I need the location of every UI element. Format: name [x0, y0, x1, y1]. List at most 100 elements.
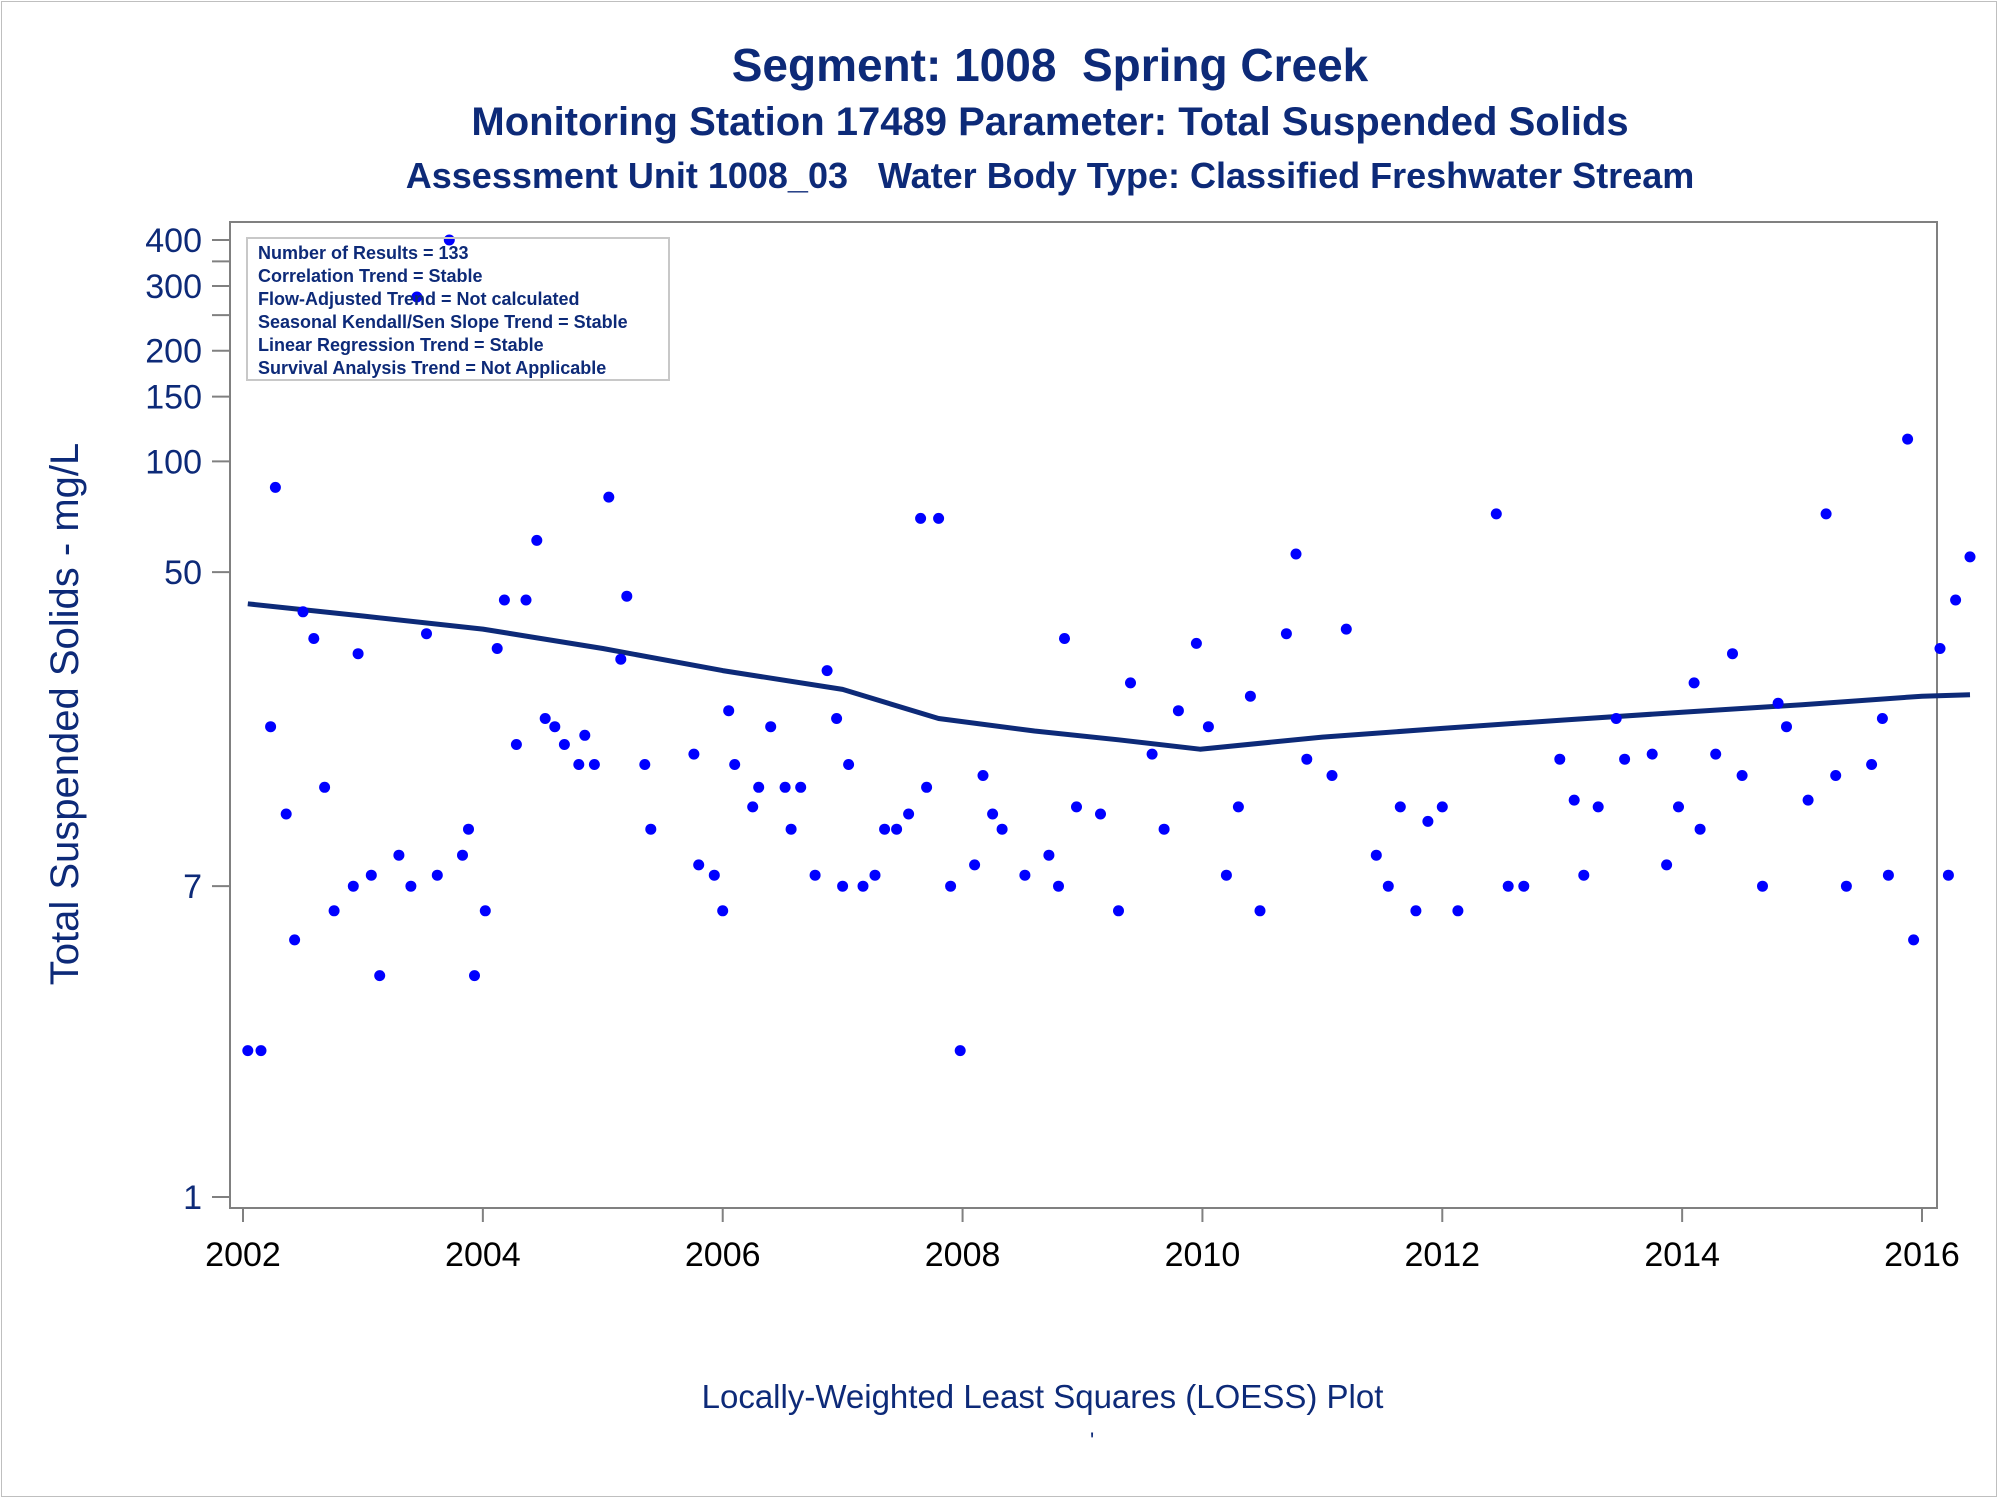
- data-point-12: [352, 648, 364, 660]
- data-point-45: [723, 705, 735, 717]
- data-point-71: [996, 823, 1008, 835]
- data-point-108: [1610, 713, 1622, 724]
- data-point-82: [1172, 705, 1184, 717]
- data-point-43: [708, 869, 720, 881]
- y-tick-label-1: 1: [183, 1179, 202, 1217]
- data-point-38: [621, 590, 633, 602]
- x-tick-label-2008: 2008: [925, 1236, 1001, 1274]
- data-point-69: [977, 770, 989, 781]
- data-point-65: [933, 512, 945, 524]
- data-point-23: [469, 970, 480, 982]
- data-point-3: [265, 721, 277, 733]
- data-point-68: [969, 859, 981, 871]
- footnote-mark: ': [1090, 1428, 1095, 1453]
- y-tick-label-7: 7: [183, 868, 202, 906]
- data-point-46: [729, 759, 741, 770]
- data-point-85: [1220, 869, 1232, 881]
- data-point-92: [1326, 770, 1338, 781]
- data-point-132: [1950, 594, 1962, 606]
- data-point-94: [1370, 849, 1382, 861]
- x-tick-label-2010: 2010: [1165, 1236, 1241, 1274]
- data-point-101: [1490, 508, 1502, 520]
- trend-statistics-box: Number of Results = 133 Correlation Trend…: [246, 237, 670, 381]
- data-point-41: [688, 748, 700, 760]
- data-point-121: [1802, 794, 1814, 806]
- data-point-110: [1646, 748, 1658, 760]
- data-point-62: [903, 808, 915, 820]
- data-point-96: [1394, 801, 1406, 813]
- data-point-112: [1673, 801, 1684, 813]
- trend-statistic-line: Survival Analysis Trend = Not Applicable: [258, 358, 606, 378]
- data-point-33: [573, 759, 585, 770]
- plot-area-frame: [229, 221, 1938, 1209]
- data-point-14: [374, 970, 386, 982]
- data-point-86: [1232, 801, 1244, 813]
- data-point-117: [1736, 770, 1748, 781]
- data-point-105: [1568, 794, 1580, 806]
- data-point-49: [765, 721, 777, 733]
- data-point-73: [1043, 849, 1055, 861]
- data-point-39: [639, 759, 651, 770]
- y-axis-label: Total Suspended Solids - mg/L: [43, 443, 87, 986]
- x-tick-label-2002: 2002: [205, 1236, 281, 1274]
- y-tick-label-300: 300: [145, 268, 202, 306]
- chart-title: Segment: 1008 Spring Creek: [731, 39, 1369, 91]
- data-point-131: [1942, 869, 1954, 881]
- data-point-104: [1554, 753, 1566, 765]
- data-point-107: [1592, 801, 1604, 813]
- chart-subtitle-station: Monitoring Station 17489 Parameter: Tota…: [471, 100, 1629, 144]
- data-point-129: [1908, 934, 1920, 946]
- data-point-70: [987, 808, 999, 820]
- data-point-35: [588, 759, 600, 770]
- data-point-55: [831, 713, 843, 724]
- data-point-52: [795, 781, 807, 793]
- data-point-80: [1146, 748, 1158, 760]
- data-point-44: [717, 905, 729, 917]
- data-point-79: [1125, 677, 1136, 689]
- data-point-128: [1902, 433, 1914, 445]
- data-point-57: [843, 759, 855, 770]
- data-point-123: [1830, 770, 1842, 781]
- trend-statistic-line: Flow-Adjusted Trend = Not calculated: [258, 289, 580, 309]
- data-point-77: [1095, 808, 1106, 820]
- data-point-72: [1019, 869, 1031, 881]
- data-point-31: [549, 721, 561, 733]
- data-point-7: [297, 606, 309, 618]
- data-point-56: [837, 880, 849, 892]
- data-point-87: [1244, 690, 1256, 702]
- data-point-15: [393, 849, 405, 861]
- data-point-103: [1518, 880, 1530, 892]
- data-point-95: [1382, 880, 1394, 892]
- data-point-76: [1071, 801, 1082, 813]
- data-point-83: [1190, 637, 1202, 649]
- data-point-28: [520, 594, 532, 606]
- data-point-74: [1053, 880, 1064, 892]
- x-tick-label-2014: 2014: [1644, 1236, 1720, 1274]
- data-point-118: [1757, 880, 1768, 892]
- data-point-106: [1578, 869, 1590, 881]
- data-point-63: [915, 512, 927, 524]
- trend-statistics-box-frame: [246, 237, 670, 381]
- data-point-66: [945, 880, 957, 892]
- data-point-48: [753, 781, 765, 793]
- data-point-11: [347, 880, 359, 892]
- data-point-109: [1619, 753, 1631, 765]
- y-tick-label-400: 400: [145, 222, 202, 260]
- data-point-59: [869, 869, 881, 881]
- data-point-98: [1422, 815, 1434, 827]
- data-point-122: [1820, 508, 1832, 520]
- data-point-1: [242, 1045, 254, 1057]
- data-point-27: [510, 739, 522, 750]
- data-point-13: [365, 869, 377, 881]
- data-point-5: [280, 808, 292, 820]
- y-tick-label-200: 200: [145, 333, 202, 371]
- data-point-99: [1436, 801, 1448, 813]
- data-point-113: [1688, 677, 1700, 689]
- data-point-124: [1840, 880, 1852, 892]
- data-point-89: [1280, 628, 1292, 640]
- data-point-125: [1866, 759, 1878, 770]
- data-point-60: [879, 823, 891, 835]
- data-point-16: [405, 880, 417, 892]
- data-point-116: [1727, 648, 1738, 660]
